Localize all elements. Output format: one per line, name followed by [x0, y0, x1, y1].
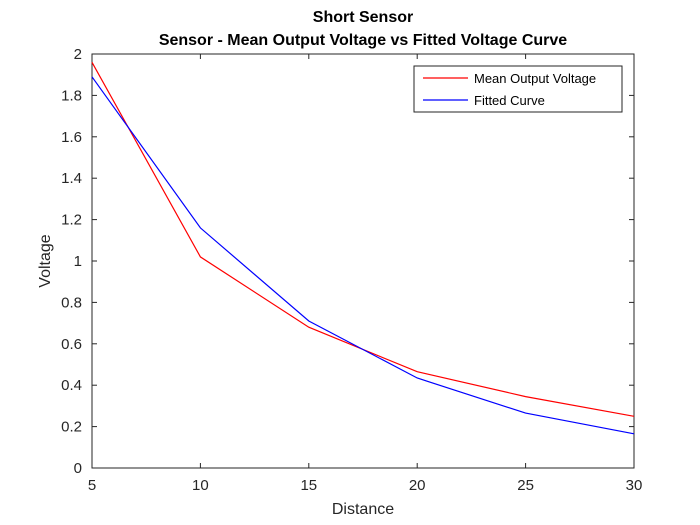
y-tick-label: 1 — [74, 253, 82, 270]
y-tick-label: 0.8 — [61, 294, 82, 311]
y-tick-label: 0 — [74, 460, 82, 477]
y-axis-ticks: 0 0.2 0.4 0.6 0.8 1 1.2 1.4 1.6 1.8 2 — [61, 46, 634, 477]
y-tick-label: 0.6 — [61, 336, 82, 353]
y-tick-label: 1.6 — [61, 129, 82, 146]
plot-area — [91, 53, 635, 469]
y-tick-label: 0.4 — [61, 377, 82, 394]
y-tick-label: 1.2 — [61, 212, 82, 229]
y-tick-label: 2 — [74, 46, 82, 63]
legend-label-2: Fitted Curve — [474, 93, 545, 108]
y-tick-label: 1.4 — [61, 170, 82, 187]
legend-items: Mean Output Voltage Fitted Curve — [423, 71, 596, 108]
y-axis-label: Voltage — [37, 234, 54, 287]
x-axis-label: Distance — [332, 501, 394, 518]
y-tick-label: 1.8 — [61, 87, 82, 104]
legend: Mean Output Voltage Fitted Curve — [413, 65, 623, 113]
x-tick-label: 5 — [88, 477, 96, 494]
legend-box — [413, 65, 623, 113]
series-layer — [91, 62, 635, 435]
chart-title: Short Sensor — [313, 9, 413, 26]
x-tick-label: 25 — [517, 477, 534, 494]
x-axis-ticks: 5 10 15 20 25 30 — [88, 54, 643, 494]
legend-label-1: Mean Output Voltage — [474, 71, 596, 86]
series-line-2 — [91, 76, 635, 435]
x-tick-label: 30 — [626, 477, 643, 494]
x-tick-label: 20 — [409, 477, 426, 494]
x-tick-label: 15 — [300, 477, 317, 494]
chart-subtitle: Sensor - Mean Output Voltage vs Fitted V… — [159, 32, 567, 49]
y-tick-label: 0.2 — [61, 419, 82, 436]
x-tick-label: 10 — [192, 477, 209, 494]
